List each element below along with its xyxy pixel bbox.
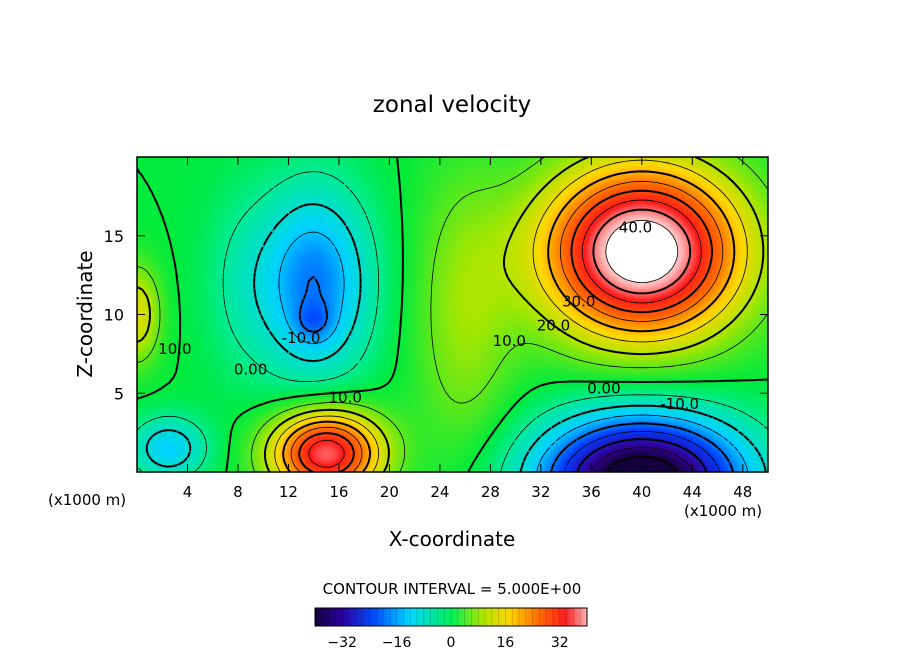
contour-line: [137, 157, 765, 472]
colorbar-tick-label: −16: [382, 635, 412, 651]
x-axis: 4 8 12 16 20 24 28 32 36 40 44 48: [183, 157, 752, 501]
colorbar-tick-label: 32: [551, 635, 569, 651]
x-tick-label: 8: [233, 483, 243, 501]
contour-line: [308, 199, 702, 468]
x-tick-label: 48: [733, 483, 752, 501]
x-tick-label: 32: [531, 483, 550, 501]
contour-line: [278, 231, 749, 472]
contour-line: [576, 438, 708, 472]
x-unit-right: (x1000 m): [684, 502, 762, 520]
x-unit-left: (x1000 m): [48, 491, 126, 509]
colorbar-ticks: −32 −16 0 16 32: [327, 635, 568, 651]
contour-line: [137, 157, 768, 472]
colorbar: −32 −16 0 16 32: [314, 607, 588, 651]
contour-line: [298, 276, 734, 472]
contour-line: [592, 208, 692, 295]
x-tick-label: 44: [683, 483, 702, 501]
x-tick-label: 4: [183, 483, 193, 501]
contour-line: [298, 189, 713, 472]
contour-label: 40.0: [619, 219, 652, 237]
x-tick-label: 16: [329, 483, 348, 501]
colorbar-tick-label: 0: [447, 635, 456, 651]
contour-label: 0.00: [587, 379, 620, 397]
contour-label: 30.0: [562, 293, 595, 311]
x-tick-label: 36: [582, 483, 601, 501]
y-tick-label: 10: [104, 306, 124, 325]
x-tick-label: 24: [430, 483, 449, 501]
colorbar-tick-label: −32: [327, 635, 357, 651]
contour-label: 10.0: [493, 332, 526, 350]
contour-label: 10.0: [158, 340, 191, 358]
colorbar-gradient: [314, 607, 588, 627]
y-axis: 5 10 15: [104, 227, 768, 403]
contour-line: [137, 171, 768, 472]
y-tick-label: 15: [104, 227, 124, 246]
plot-area: [137, 157, 768, 472]
x-tick-label: 40: [632, 483, 651, 501]
contour-labels: 40.0 30.0 20.0 10.0 0.00 -10.0 10.0 0.00 -10.0 10…: [158, 219, 699, 413]
contour-line: [563, 431, 720, 472]
y-axis-label: Z-coordinate: [73, 250, 97, 377]
contour-label: 0.00: [234, 360, 267, 378]
contour-label: 20.0: [537, 316, 570, 334]
contour-line: [282, 170, 736, 472]
colorbar-tick-label: 16: [496, 635, 514, 651]
contour-lines: [137, 157, 768, 472]
contour-interval: CONTOUR INTERVAL = 5.000E+00: [323, 580, 582, 598]
contour-line: [605, 220, 679, 283]
contour-line: [290, 181, 724, 472]
x-tick-label: 12: [279, 483, 298, 501]
velocity-field: [137, 157, 768, 472]
contour-label: 10.0: [329, 389, 362, 407]
x-tick-label: 28: [481, 483, 500, 501]
colorbar-stripes: [321, 608, 581, 626]
x-axis-label: X-coordinate: [389, 527, 516, 551]
contour-label: -10.0: [660, 395, 699, 413]
contour-label: -10.0: [282, 329, 321, 347]
x-tick-label: 20: [380, 483, 399, 501]
y-tick-label: 5: [114, 384, 124, 403]
chart-title: zonal velocity: [373, 92, 531, 118]
contour-line: [274, 159, 748, 472]
